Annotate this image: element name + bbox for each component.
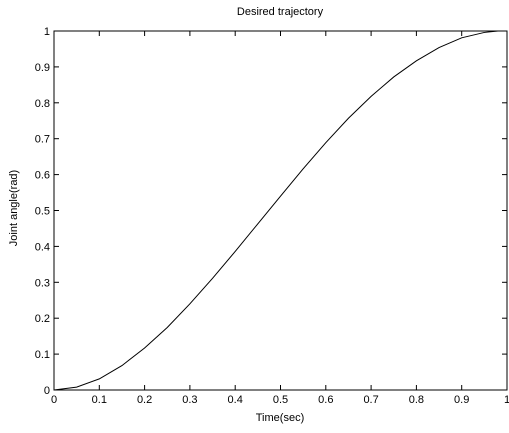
chart-title: Desired trajectory (237, 6, 324, 18)
x-tick-label: 0.7 (363, 394, 378, 406)
x-tick-label: 0.9 (454, 394, 469, 406)
y-tick-label: 0.4 (35, 241, 50, 253)
y-axis-label: Joint angle(rad) (8, 170, 20, 246)
x-tick-label: 1 (504, 394, 509, 406)
series-line-0 (53, 30, 498, 391)
y-tick-label: 0.2 (35, 313, 50, 325)
x-tick-label: 0.8 (409, 394, 424, 406)
y-tick-label: 0.6 (35, 170, 50, 182)
x-tick-label: 0 (51, 394, 57, 406)
y-tick-label: 0.9 (35, 62, 50, 74)
x-tick-label: 0.5 (273, 394, 288, 406)
y-tick-label: 0.3 (35, 277, 50, 289)
x-tick-label: 0.3 (182, 394, 197, 406)
x-tick-label: 0.6 (318, 394, 333, 406)
x-tick-label: 0.4 (228, 394, 243, 406)
y-tick-label: 0 (44, 385, 50, 397)
plot-frame (53, 30, 508, 391)
y-tick-label: 0.5 (35, 206, 50, 218)
x-axis-label: Time(sec) (256, 412, 304, 424)
y-tick-label: 1 (44, 26, 50, 38)
y-tick-label: 0.1 (35, 349, 50, 361)
x-tick-label: 0.1 (92, 394, 107, 406)
y-tick-label: 0.7 (35, 134, 50, 146)
y-tick-label: 0.8 (35, 98, 50, 110)
x-tick-label: 0.2 (137, 394, 152, 406)
